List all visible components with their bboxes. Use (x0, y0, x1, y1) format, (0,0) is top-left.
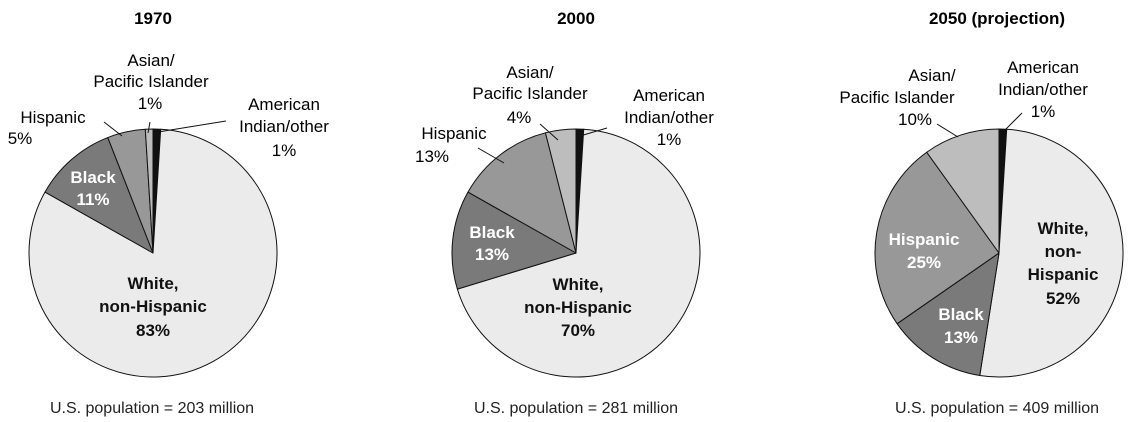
label-asian-line1: Asian/ (506, 63, 554, 82)
label-american-indian-line1: American (633, 86, 705, 105)
chart-title: 1970 (134, 9, 172, 28)
label-american-indian-pct: 1% (1031, 102, 1056, 121)
label-asian-line2: Pacific Islander (472, 84, 588, 103)
pie-slices (451, 128, 701, 378)
label-black-pct: 13% (475, 245, 509, 264)
leader-line-american-indian (1002, 112, 1023, 133)
caption-population: U.S. population = 281 million (474, 400, 678, 417)
label-hispanic: Hispanic (421, 124, 487, 143)
pie-slice-asian-pacific-islander (544, 128, 577, 254)
label-white-line1: White, (1038, 219, 1089, 238)
label-asian-line1: Asian/ (127, 51, 175, 70)
pie-slice-black (44, 137, 154, 254)
pie-slices (874, 128, 1124, 378)
label-white-pct: 70% (561, 321, 595, 340)
label-hispanic-pct: 25% (907, 253, 941, 272)
label-hispanic: Hispanic (20, 108, 86, 127)
chart-title: 2000 (557, 9, 595, 28)
label-black: Black (70, 168, 116, 187)
label-black: Black (938, 305, 984, 324)
label-black-pct: 11% (76, 190, 109, 209)
pie-slice-white-non-hispanic (456, 128, 701, 378)
label-white-line3: Hispanic (1028, 265, 1099, 284)
pie-chart-2050: 2050 (projection) Asian/ Pacific Islande… (839, 9, 1124, 417)
leader-line-hispanic (477, 147, 505, 164)
label-asian-line2: Pacific Islander (93, 72, 209, 91)
pie-slice-black (896, 252, 1000, 376)
label-asian-pct: 1% (138, 94, 163, 113)
leader-line-asian (147, 121, 151, 134)
label-asian-line2: Pacific Islander (839, 88, 955, 107)
caption-population: U.S. population = 409 million (895, 400, 1099, 417)
label-white-line2: non-Hispanic (99, 297, 207, 316)
label-american-indian-line2: Indian/other (998, 80, 1088, 99)
label-black-pct: 13% (944, 328, 978, 347)
pie-slice-asian-pacific-islander (926, 128, 1000, 254)
label-hispanic: Hispanic (889, 230, 960, 249)
label-asian-pct: 10% (898, 110, 932, 129)
label-black: Black (469, 223, 515, 242)
label-american-indian-pct: 1% (272, 141, 297, 160)
pie-slice-hispanic (874, 151, 1000, 325)
label-american-indian-line2: Indian/other (624, 108, 714, 127)
leader-line-american-indian (157, 120, 227, 133)
pie-slice-white-non-hispanic (979, 128, 1124, 378)
leader-line-asian (539, 123, 559, 141)
label-white-line2: non- (1045, 242, 1082, 261)
label-white-pct: 83% (136, 321, 170, 340)
label-american-indian-pct: 1% (657, 130, 682, 149)
leader-line-asian (936, 123, 959, 138)
label-asian-pct: 4% (507, 108, 532, 127)
label-white-line1: White, (128, 274, 179, 293)
caption-population: U.S. population = 203 million (50, 400, 254, 417)
label-american-indian-line1: American (248, 95, 320, 114)
label-white-line2: non-Hispanic (524, 298, 632, 317)
chart-title: 2050 (projection) (929, 9, 1065, 28)
label-white-line1: White, (553, 275, 604, 294)
label-asian-line1: Asian/ (908, 66, 956, 85)
pie-chart-1970: 1970 Asian/ Pacific Islander 1% Hispanic… (8, 9, 330, 417)
leader-line-american-indian (579, 127, 608, 137)
leader-line-hispanic (103, 121, 123, 137)
label-white-pct: 52% (1046, 289, 1080, 308)
pie-slices (28, 128, 278, 378)
label-hispanic-pct: 5% (8, 129, 33, 148)
label-american-indian-line2: Indian/other (239, 117, 329, 136)
pie-chart-2000: 2000 Asian/ Pacific Islander 4% Hispanic… (415, 9, 714, 417)
pie-slice-black (451, 191, 577, 290)
pie-slice-hispanic (467, 132, 577, 254)
label-hispanic-pct: 13% (415, 147, 449, 166)
label-american-indian-line1: American (1007, 58, 1079, 77)
